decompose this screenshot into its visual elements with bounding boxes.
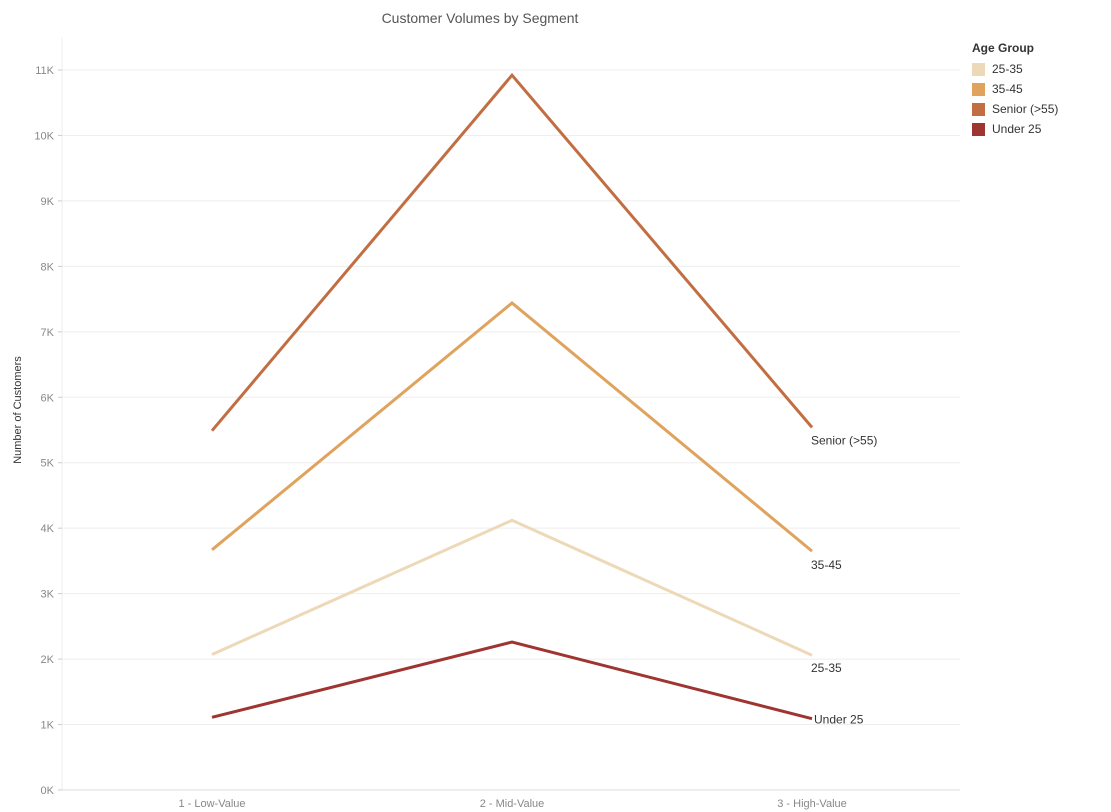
chart-title: Customer Volumes by Segment bbox=[382, 10, 579, 26]
y-axis-label: Number of Customers bbox=[12, 356, 24, 464]
gridlines bbox=[62, 69, 960, 726]
legend-item[interactable]: Under 25 bbox=[972, 119, 1058, 139]
legend-label: Senior (>55) bbox=[992, 102, 1059, 116]
legend-items: 25-35 35-45 Senior (>55) Under 25 bbox=[972, 59, 1058, 139]
x-tick-label: 1 - Low-Value bbox=[178, 798, 245, 810]
legend-label: 25-35 bbox=[992, 62, 1023, 76]
end-labels: 25-35 35-45 Senior (>55) Under 25 bbox=[811, 433, 877, 726]
legend-label: Under 25 bbox=[992, 122, 1042, 136]
legend-swatch bbox=[972, 62, 985, 76]
y-tick-label: 11K bbox=[35, 65, 54, 77]
series-end-label: Under 25 bbox=[814, 713, 864, 727]
series-end-label: Senior (>55) bbox=[811, 433, 877, 447]
series-line-under-25 bbox=[211, 640, 813, 721]
legend: Age Group 25-35 35-45 Senior (>55) Under 25 bbox=[972, 41, 1058, 139]
y-tick-label: 8K bbox=[41, 261, 55, 273]
y-tick-label: 6K bbox=[41, 392, 55, 404]
series-end-label: 35-45 bbox=[811, 558, 842, 572]
legend-swatch bbox=[972, 122, 985, 136]
legend-swatch bbox=[972, 82, 985, 96]
series-line-35-45 bbox=[211, 301, 813, 553]
y-tick-label: 9K bbox=[41, 196, 55, 208]
legend-item[interactable]: 25-35 bbox=[972, 59, 1058, 79]
x-tick-label: 2 - Mid-Value bbox=[480, 798, 545, 810]
y-tick-label: 4K bbox=[41, 523, 55, 535]
legend-label: 35-45 bbox=[992, 82, 1023, 96]
y-tick-label: 10K bbox=[34, 130, 54, 142]
x-tick-label: 3 - High-Value bbox=[777, 798, 847, 810]
y-tick-label: 2K bbox=[41, 654, 55, 666]
y-tick-label: 1K bbox=[41, 720, 55, 732]
y-tick-label: 7K bbox=[41, 327, 55, 339]
y-tick-label: 3K bbox=[41, 589, 55, 601]
series-end-label: 25-35 bbox=[811, 661, 842, 675]
series-line-25-35 bbox=[211, 518, 813, 657]
y-tick-label: 5K bbox=[41, 458, 55, 470]
legend-swatch bbox=[972, 102, 985, 116]
series-lines bbox=[210, 72, 814, 721]
legend-title: Age Group bbox=[972, 41, 1034, 55]
series-line-senior-55 bbox=[210, 72, 814, 432]
legend-item[interactable]: Senior (>55) bbox=[972, 99, 1058, 119]
y-tick-label: 0K bbox=[41, 785, 55, 797]
legend-item[interactable]: 35-45 bbox=[972, 79, 1058, 99]
axes: 0K 1K 2K 3K 4K 5K 6K 7K 8K 9K 10K 11K 1 - Low-Value 2… bbox=[34, 38, 960, 810]
